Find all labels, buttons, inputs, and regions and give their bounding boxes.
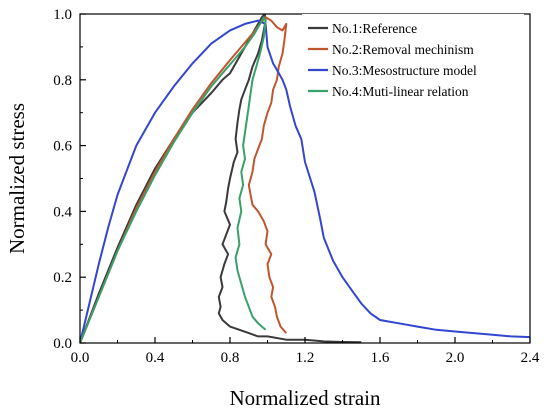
- legend-label-3: No.3:Mesostructure model: [332, 63, 477, 78]
- x-tick-label: 2.4: [521, 350, 540, 366]
- tick-layer: 0.0 0.4 0.8 1.2 1.6 2.0 2.4 0.0 0.2 0.4 0.6 0.8 1.0: [53, 7, 540, 366]
- legend-background: [302, 14, 524, 102]
- series-line-3: [80, 19, 530, 343]
- x-tick-label: 0.4: [146, 350, 165, 366]
- y-axis-title: Normalized stress: [5, 103, 29, 254]
- series-line-2: [80, 16, 288, 343]
- series-line-4: [80, 16, 267, 343]
- legend-label-2: No.2:Removal mechinism: [332, 42, 474, 57]
- y-tick-label: 1.0: [53, 7, 72, 23]
- x-tick-label: 2.0: [446, 350, 465, 366]
- x-tick-label: 0.0: [71, 350, 90, 366]
- legend-label-4: No.4:Muti-linear relation: [332, 84, 469, 99]
- x-tick-label: 0.8: [221, 350, 240, 366]
- y-tick-label: 0.2: [53, 270, 72, 286]
- y-tick-label: 0.4: [53, 204, 72, 220]
- x-tick-label: 1.6: [371, 350, 390, 366]
- y-tick-label: 0.0: [53, 336, 72, 352]
- series-line-1: [80, 14, 362, 343]
- legend-label-1: No.1:Reference: [332, 21, 417, 36]
- x-axis-title: Normalized strain: [229, 386, 381, 410]
- legend: No.1:Reference No.2:Removal mechinism No.3…: [302, 14, 524, 102]
- y-tick-label: 0.8: [53, 73, 72, 89]
- y-tick-label: 0.6: [53, 139, 72, 155]
- series-layer: [80, 14, 530, 343]
- x-tick-label: 1.2: [296, 350, 315, 366]
